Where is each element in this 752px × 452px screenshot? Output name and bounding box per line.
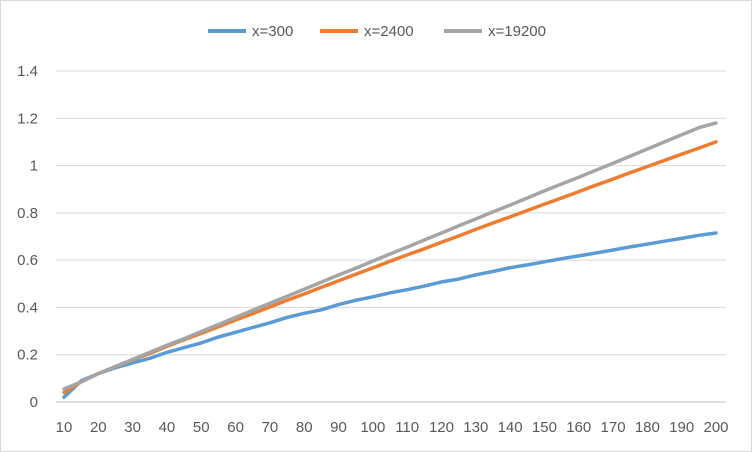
y-tick-label: 0 xyxy=(30,394,38,411)
x-tick-label: 90 xyxy=(330,419,347,436)
legend-item: x=19200 xyxy=(444,23,546,40)
series-line-0 xyxy=(62,231,718,400)
x-axis: 10 20 30 40 50 60 70 80 90 100 110 120 130 140 150 160 1… xyxy=(56,419,729,436)
y-axis: 0 0.2 0.4 0.6 0.8 1 1.2 1.4 xyxy=(17,63,38,411)
legend-label: x=300 xyxy=(252,23,293,40)
y-tick-label: 0.8 xyxy=(17,205,38,222)
x-tick-label: 170 xyxy=(601,419,626,436)
x-tick-label: 50 xyxy=(193,419,210,436)
series-line-2 xyxy=(62,121,718,391)
x-tick-label: 180 xyxy=(635,419,660,436)
x-tick-label: 120 xyxy=(429,419,454,436)
series-lines xyxy=(62,121,718,400)
x-tick-label: 160 xyxy=(566,419,591,436)
y-tick-label: 0.2 xyxy=(17,347,38,364)
y-tick-label: 1 xyxy=(30,158,38,175)
legend-item: x=300 xyxy=(208,23,293,40)
x-tick-label: 30 xyxy=(124,419,141,436)
legend-label: x=2400 xyxy=(364,23,414,40)
x-tick-label: 60 xyxy=(227,419,244,436)
legend-item: x=2400 xyxy=(320,23,414,40)
gridlines xyxy=(56,70,726,403)
legend-label: x=19200 xyxy=(488,23,546,40)
legend: x=300 x=2400 x=19200 xyxy=(208,23,546,40)
x-tick-label: 150 xyxy=(532,419,557,436)
x-tick-label: 200 xyxy=(703,419,728,436)
x-tick-label: 110 xyxy=(395,419,419,436)
y-tick-label: 1.2 xyxy=(17,110,38,127)
x-tick-label: 100 xyxy=(360,419,385,436)
x-tick-label: 130 xyxy=(463,419,488,436)
x-tick-label: 20 xyxy=(90,419,107,436)
x-tick-label: 140 xyxy=(498,419,523,436)
y-tick-label: 0.4 xyxy=(17,299,38,316)
y-tick-label: 0.6 xyxy=(17,252,38,269)
x-tick-label: 70 xyxy=(262,419,279,436)
x-tick-label: 10 xyxy=(56,419,73,436)
y-tick-label: 1.4 xyxy=(17,63,38,80)
x-tick-label: 40 xyxy=(159,419,176,436)
x-tick-label: 80 xyxy=(296,419,313,436)
x-tick-label: 190 xyxy=(669,419,694,436)
